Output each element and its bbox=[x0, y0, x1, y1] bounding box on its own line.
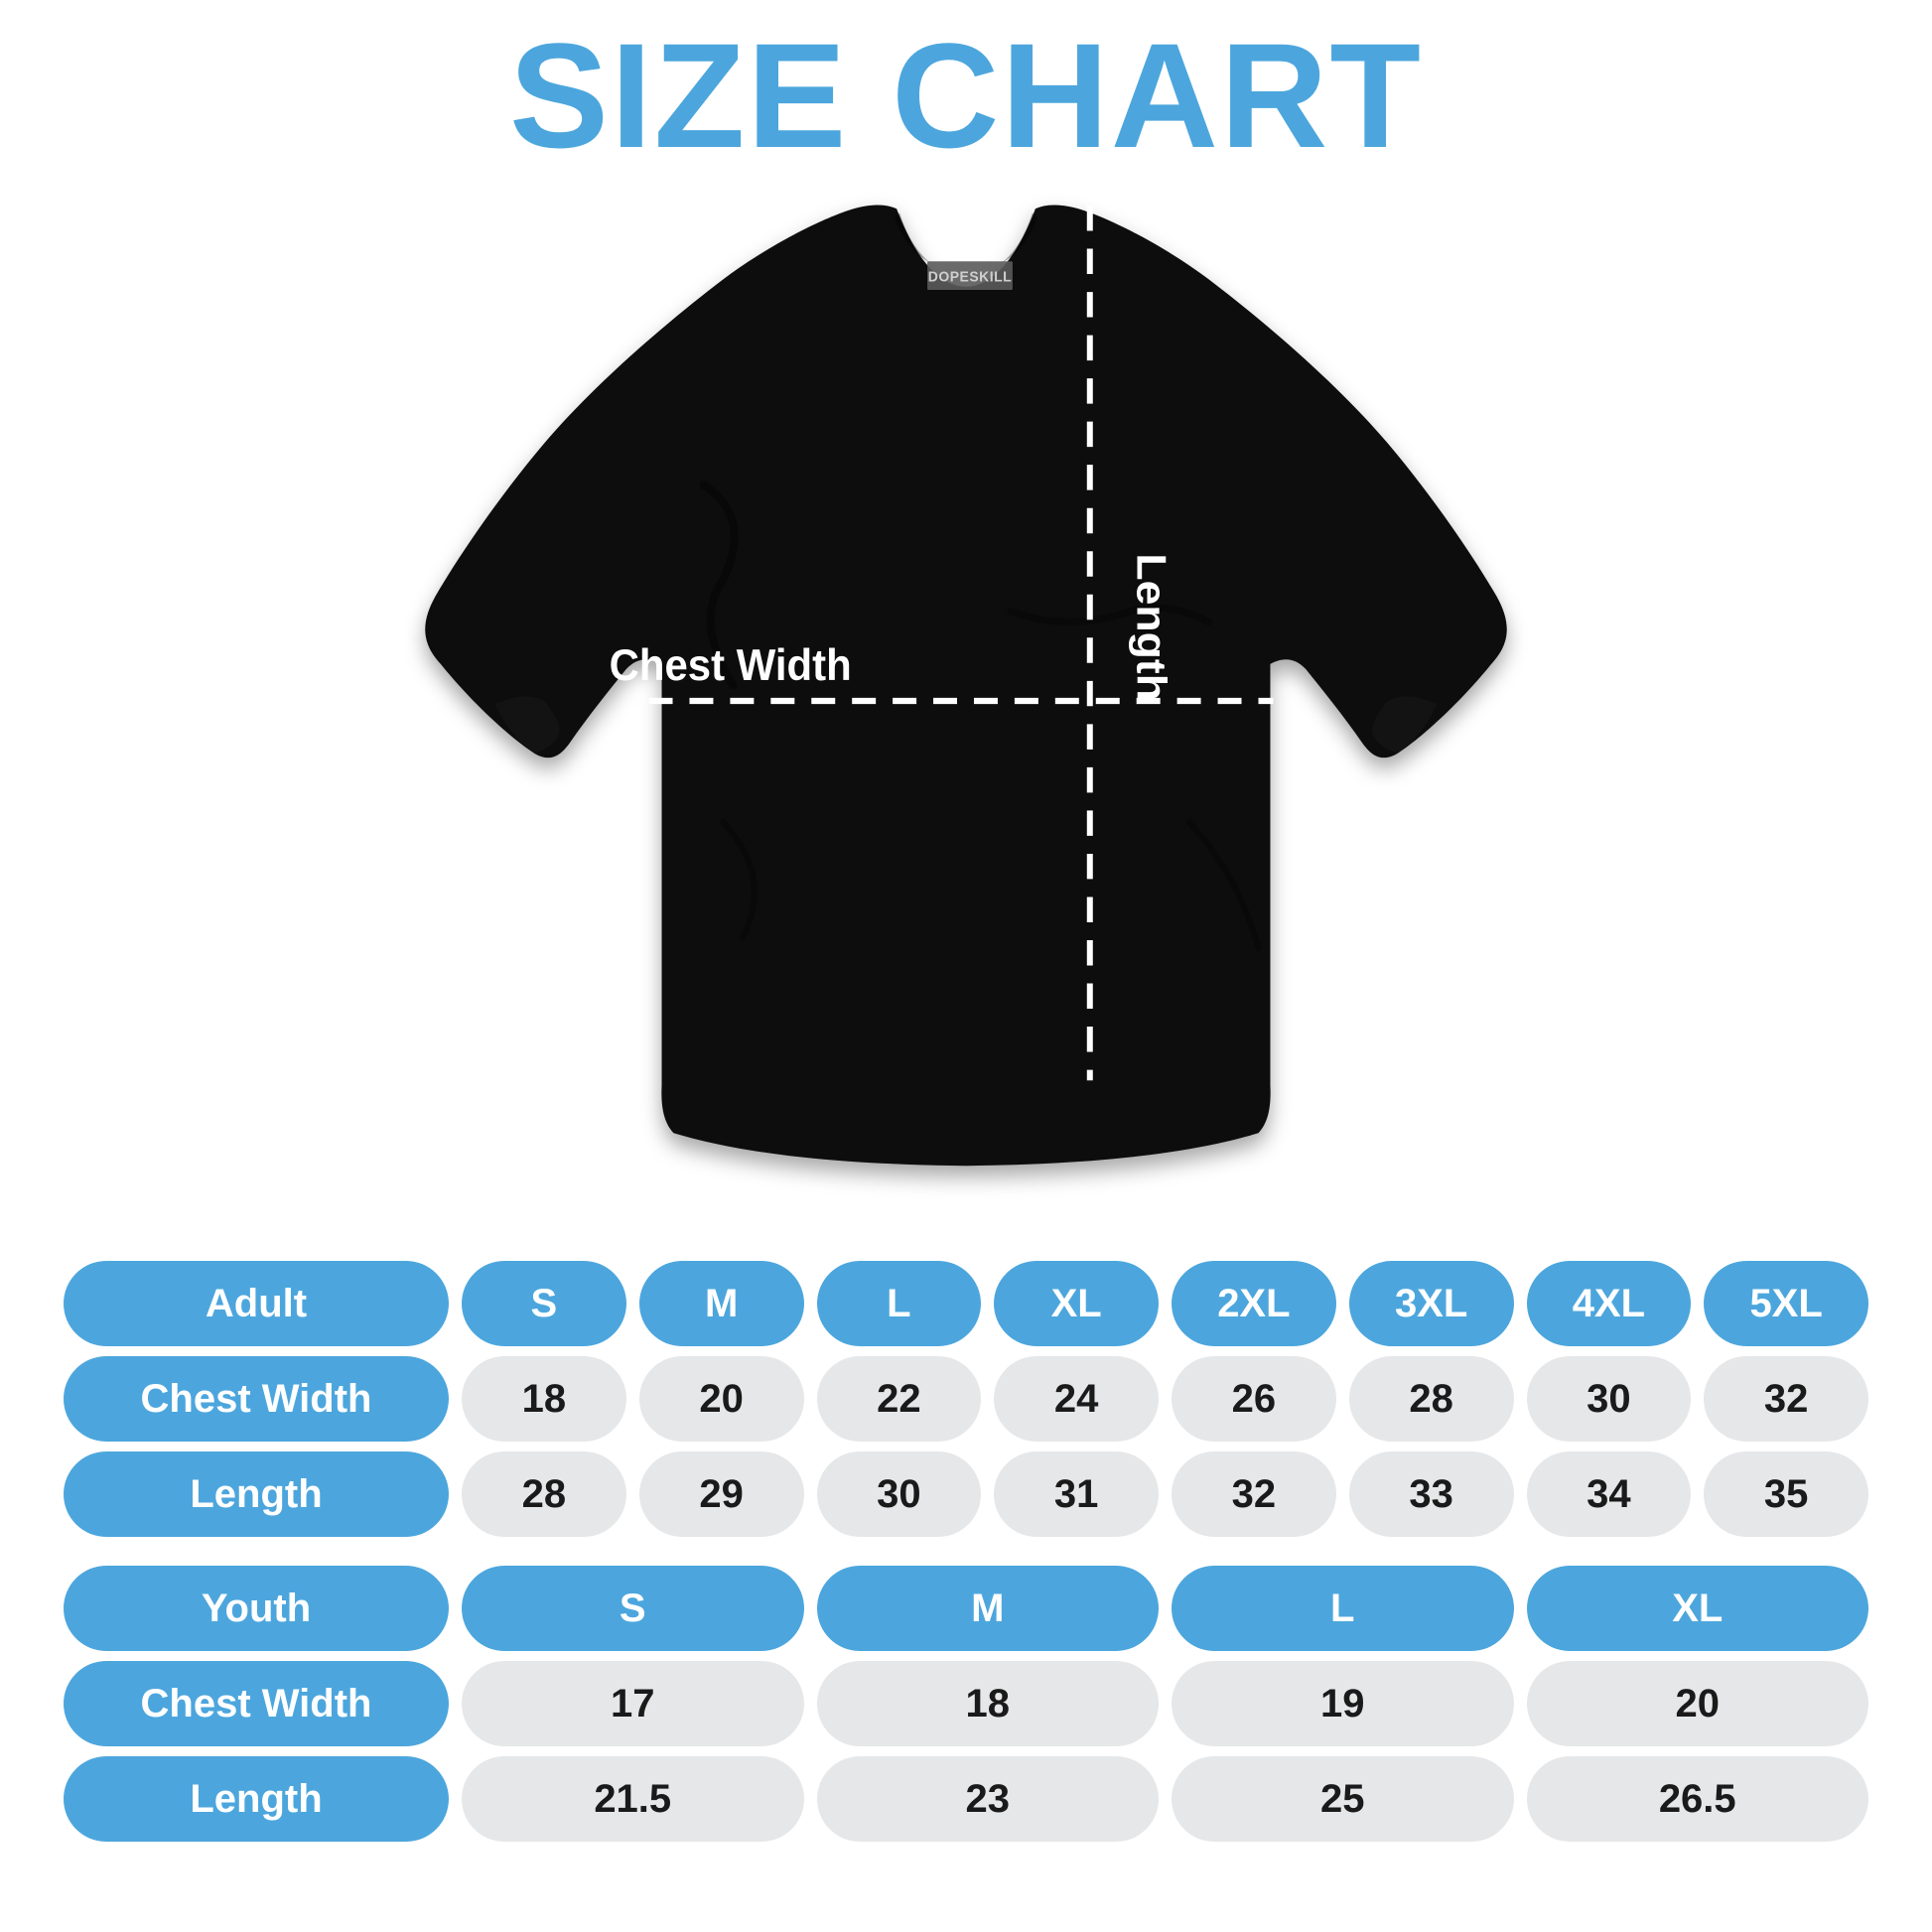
svg-text:Length: Length bbox=[1128, 553, 1174, 701]
svg-text:Chest Width: Chest Width bbox=[610, 641, 852, 690]
svg-text:DOPESKILL: DOPESKILL bbox=[928, 269, 1012, 285]
